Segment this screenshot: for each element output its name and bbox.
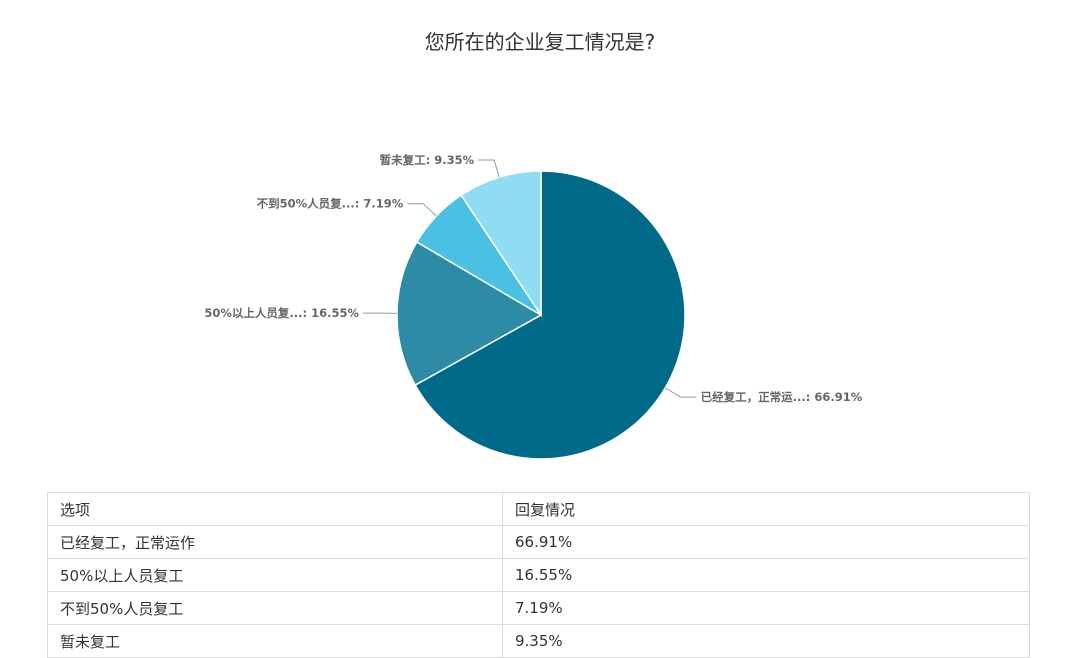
header-option: 选项 [47, 492, 503, 526]
row-percent: 9.35% [502, 624, 1030, 658]
pie-slice-not-resumed[interactable] [460, 170, 542, 318]
leader-line-not-resumed [478, 159, 500, 178]
pie-slice-over-50-percent[interactable] [396, 240, 543, 387]
slice-label-resumed-normal: 已经复工，正常运...: 66.91% [701, 390, 863, 404]
results-table: 选项 回复情况 已经复工，正常运作 66.91% 50%以上人员复工 16.55… [47, 492, 1030, 658]
slice-label-under-50-percent: 不到50%人员复...: 7.19% [257, 197, 404, 211]
slice-label-not-resumed: 暂未复工: 9.35% [380, 153, 475, 167]
slice-label-over-50-percent: 50%以上人员复...: 16.55% [204, 306, 359, 320]
table-header-row: 选项 回复情况 [47, 492, 1030, 526]
row-option: 暂未复工 [47, 624, 503, 658]
leader-line-under-50-percent [407, 203, 437, 217]
header-response: 回复情况 [502, 492, 1030, 526]
row-option: 不到50%人员复工 [47, 591, 503, 625]
row-option: 50%以上人员复工 [47, 558, 503, 592]
table-row: 50%以上人员复工 16.55% [47, 558, 1030, 592]
table-row: 不到50%人员复工 7.19% [47, 591, 1030, 625]
pie-chart: 已经复工，正常运...: 66.91% 50%以上人员复...: 16.55% 不到… [204, 153, 863, 460]
pie-slice-resumed-normal[interactable] [414, 170, 686, 460]
table-row: 已经复工，正常运作 66.91% [47, 525, 1030, 559]
row-percent: 7.19% [502, 591, 1030, 625]
leader-line-resumed-normal [664, 387, 697, 398]
chart-title: 您所在的企业复工情况是? [424, 30, 656, 54]
row-option: 已经复工，正常运作 [47, 525, 503, 559]
row-percent: 66.91% [502, 525, 1030, 559]
table-row: 暂未复工 9.35% [47, 624, 1030, 658]
row-percent: 16.55% [502, 558, 1030, 592]
